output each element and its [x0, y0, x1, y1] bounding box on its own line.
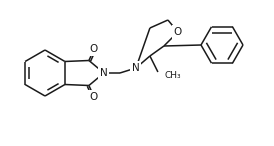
Text: CH₃: CH₃	[165, 71, 182, 80]
Text: O: O	[90, 92, 98, 101]
Text: N: N	[132, 63, 140, 73]
Text: O: O	[90, 45, 98, 54]
Text: O: O	[174, 27, 182, 37]
Text: N: N	[100, 68, 108, 78]
